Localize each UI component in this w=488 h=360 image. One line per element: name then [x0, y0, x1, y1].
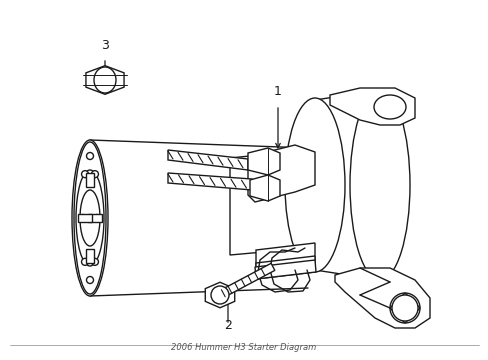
Ellipse shape	[86, 153, 93, 159]
Polygon shape	[78, 214, 92, 222]
Ellipse shape	[76, 170, 104, 266]
Polygon shape	[168, 173, 251, 190]
Ellipse shape	[349, 90, 409, 280]
Ellipse shape	[93, 215, 101, 221]
Ellipse shape	[86, 276, 93, 284]
Polygon shape	[254, 260, 315, 279]
Polygon shape	[168, 150, 247, 170]
Polygon shape	[205, 282, 234, 308]
Ellipse shape	[91, 258, 98, 265]
Polygon shape	[389, 293, 419, 323]
Ellipse shape	[81, 171, 88, 177]
Ellipse shape	[391, 295, 417, 321]
Ellipse shape	[72, 140, 108, 296]
Text: 2006 Hummer H3 Starter Diagram: 2006 Hummer H3 Starter Diagram	[171, 343, 316, 352]
Ellipse shape	[81, 258, 88, 265]
Polygon shape	[88, 214, 102, 222]
Polygon shape	[90, 140, 307, 296]
Polygon shape	[86, 249, 94, 263]
Text: 1: 1	[273, 85, 282, 98]
Polygon shape	[329, 88, 414, 125]
Ellipse shape	[74, 142, 106, 294]
Polygon shape	[229, 150, 314, 255]
Ellipse shape	[285, 98, 345, 272]
Ellipse shape	[94, 67, 116, 93]
Polygon shape	[86, 173, 94, 187]
Text: 3: 3	[101, 39, 109, 52]
Text: 2: 2	[224, 319, 231, 332]
Ellipse shape	[80, 190, 100, 246]
Polygon shape	[86, 66, 124, 94]
Polygon shape	[249, 175, 280, 201]
Ellipse shape	[389, 293, 419, 323]
Polygon shape	[218, 263, 274, 298]
Ellipse shape	[91, 171, 98, 177]
Polygon shape	[247, 145, 314, 202]
Polygon shape	[314, 90, 379, 280]
Polygon shape	[256, 243, 314, 267]
Polygon shape	[256, 256, 314, 279]
Ellipse shape	[80, 215, 86, 221]
Polygon shape	[247, 148, 280, 175]
Polygon shape	[334, 268, 429, 328]
Ellipse shape	[210, 286, 228, 304]
Ellipse shape	[373, 95, 405, 119]
